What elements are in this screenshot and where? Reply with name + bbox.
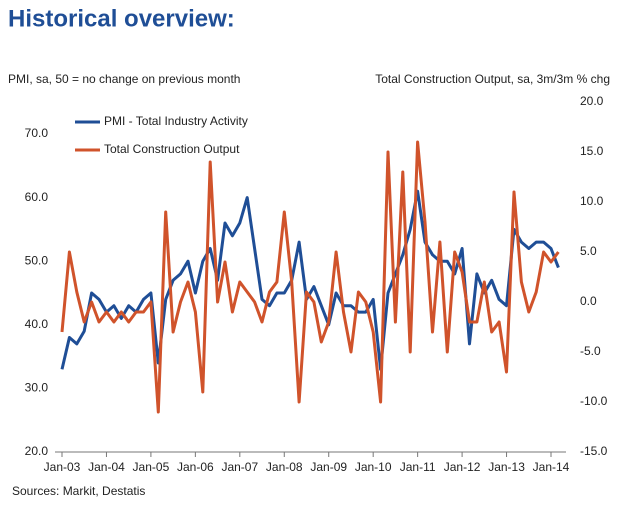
y-tick-label: 30.0 (25, 381, 49, 395)
page-title: Historical overview: (8, 5, 235, 32)
x-tick-label: Jan-13 (488, 460, 525, 474)
y2-tick-label: 10.0 (580, 194, 604, 208)
x-tick-label: Jan-06 (177, 460, 214, 474)
legend-label: PMI - Total Industry Activity (104, 114, 248, 128)
y2-tick-label: 20.0 (580, 94, 604, 108)
x-tick-label: Jan-09 (310, 460, 347, 474)
series-line (60, 189, 560, 371)
x-tick-label: Jan-10 (355, 460, 392, 474)
legend-label: Total Construction Output (104, 142, 240, 156)
y2-tick-label: 0.0 (580, 294, 597, 308)
left-axis-label: PMI, sa, 50 = no change on previous mont… (8, 72, 240, 86)
right-axis-label: Total Construction Output, sa, 3m/3m % c… (375, 72, 610, 86)
x-tick-label: Jan-03 (44, 460, 81, 474)
y2-tick-label: 15.0 (580, 144, 604, 158)
x-tick-label: Jan-08 (266, 460, 303, 474)
x-tick-label: Jan-07 (221, 460, 258, 474)
y-tick-label: 40.0 (25, 317, 49, 331)
x-tick-label: Jan-12 (444, 460, 481, 474)
y-tick-label: 20.0 (25, 444, 49, 458)
x-tick-label: Jan-11 (400, 460, 436, 474)
y2-tick-label: 5.0 (580, 244, 597, 258)
y2-tick-label: -5.0 (580, 344, 601, 358)
source: Sources: Markit, Destatis (12, 484, 145, 498)
x-tick-label: Jan-04 (88, 460, 125, 474)
series-line (60, 140, 560, 414)
y-tick-label: 60.0 (25, 190, 49, 204)
y-tick-label: 70.0 (25, 126, 49, 140)
x-tick-label: Jan-05 (133, 460, 170, 474)
y-tick-label: 50.0 (25, 253, 49, 267)
x-tick-label: Jan-14 (533, 460, 570, 474)
y2-tick-label: -15.0 (580, 444, 608, 458)
y2-tick-label: -10.0 (580, 394, 608, 408)
